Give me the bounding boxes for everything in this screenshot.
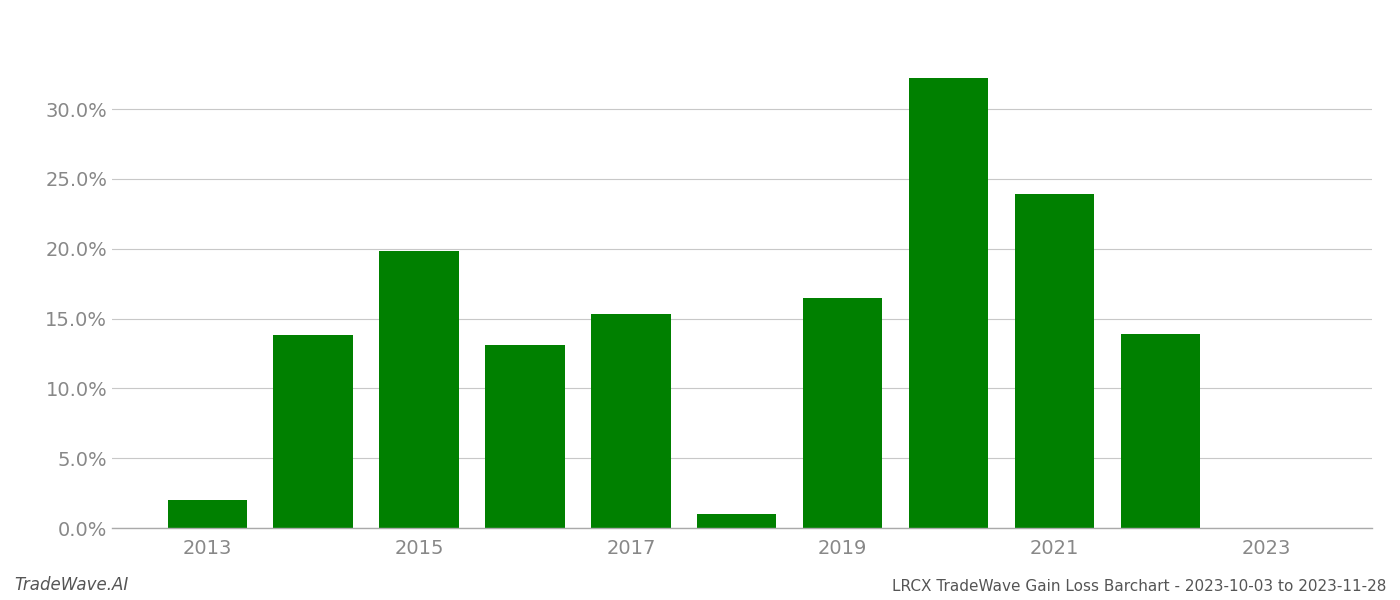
Bar (802, 298, 882, 528)
Text: LRCX TradeWave Gain Loss Barchart - 2023-10-03 to 2023-11-28: LRCX TradeWave Gain Loss Barchart - 2023… (892, 579, 1386, 594)
Bar (1120, 334, 1200, 528)
Text: TradeWave.AI: TradeWave.AI (14, 576, 129, 594)
Bar (486, 345, 564, 528)
Bar (591, 314, 671, 528)
Bar (697, 514, 777, 528)
Bar (909, 79, 988, 528)
Bar (1015, 194, 1093, 528)
Bar (379, 251, 459, 528)
Bar (273, 335, 353, 528)
Bar (168, 500, 246, 528)
